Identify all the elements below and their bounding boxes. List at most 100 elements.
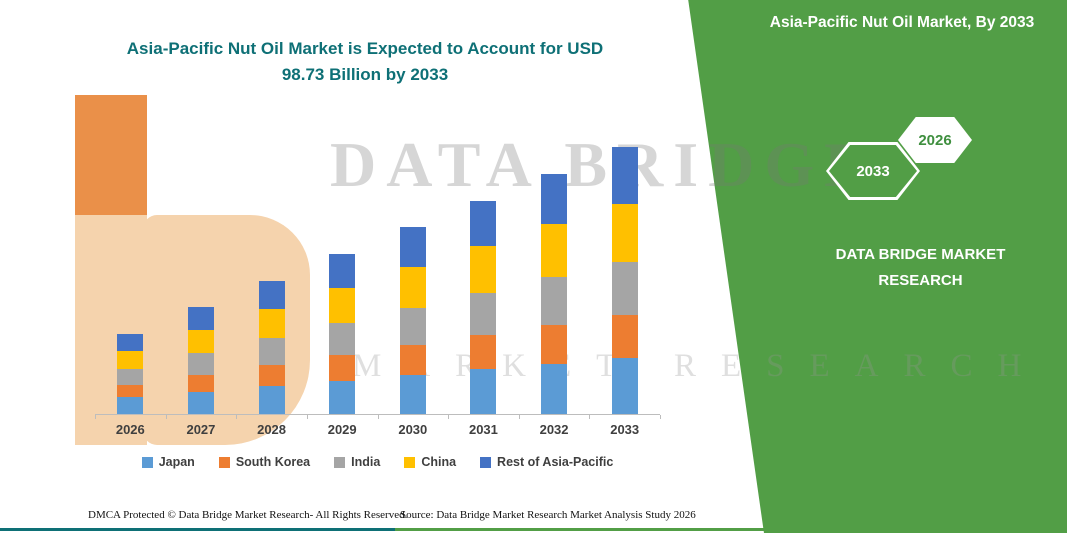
bar-column-2031 [448,145,519,414]
bar-segment-japan [541,363,568,414]
brand-line2: RESEARCH [878,272,963,290]
axis-tick [377,415,379,419]
chart-legend: Japan South Korea India China Rest of Asia-P… [80,455,675,469]
bar-segment-south-korea [117,384,144,398]
bar-segment-south-korea [258,364,285,386]
hexagon-fill [901,120,969,160]
bar-segment-south-korea [399,344,426,375]
brand-line1: DATA BRIDGE MARKET [835,246,1006,263]
bar-column-2032 [519,145,590,414]
bar-segment-india [470,292,497,336]
axis-tick [236,415,238,419]
bar-segment-rest-of-asia-pacific [611,147,638,204]
x-axis-label: 2026 [115,422,145,437]
bar-segment-china [187,329,214,354]
x-axis-label: 2033 [610,422,640,437]
axis-tick [518,415,520,419]
chart-title: Asia-Pacific Nut Oil Market is Expected … [126,39,604,85]
x-axis-label: 2027 [186,422,216,437]
bar-column-2033 [589,145,660,414]
bar-column-2029 [307,145,378,414]
bar-segment-south-korea [541,325,568,364]
bar-segment-rest-of-asia-pacific [399,227,426,267]
bar-segment-india [187,353,214,375]
x-axis-label: 2032 [539,422,569,437]
banner-title: Asia-Pacific Nut Oil Market, By 2033 [769,14,1035,31]
stacked-bar [470,200,497,414]
stacked-bar [117,334,144,414]
legend-item: South Korea [218,455,311,469]
bar-segment-rest-of-asia-pacific [541,174,568,225]
bar-segment-rest-of-asia-pacific [329,254,356,288]
bar-segment-rest-of-asia-pacific [187,307,214,330]
dmca-notice: DMCA Protected © Data Bridge Market Rese… [88,509,408,521]
bar-segment-south-korea [329,354,356,381]
bar-segment-japan [117,397,144,414]
hexagon-badge-2026: 2026 [898,117,972,163]
hexagon-year-label: 2033 [856,162,890,180]
bar-segment-india [399,307,426,345]
bar-segment-japan [187,391,214,414]
legend-label: Japan [158,455,195,469]
bar-segment-india [117,368,144,385]
axis-tick [95,415,96,419]
bottom-accent-line [0,528,1067,531]
bar-segment-india [258,337,285,365]
stacked-bar [399,227,426,414]
legend-swatch-icon [334,456,346,468]
chart-plot-area [95,145,661,419]
stacked-bar [258,280,285,414]
bar-segment-china [611,203,638,263]
source-note: Source: Data Bridge Market Research Mark… [400,509,696,521]
x-axis-label: 2029 [327,422,357,437]
bar-segment-japan [258,385,285,414]
bar-segment-china [541,224,568,278]
legend-swatch-icon [141,456,153,468]
hexagon-year-label: 2026 [918,131,952,149]
hexagon-fill [829,145,917,197]
bar-segment-rest-of-asia-pacific [258,280,285,309]
legend-label: South Korea [235,455,311,469]
logo-stem-top-shape [75,95,147,215]
legend-item: India [334,455,380,469]
bar-column-2026 [95,145,166,414]
legend-label: Rest of Asia-Pacific [497,455,614,469]
brand-name: DATA BRIDGE MARKET RESEARCH [788,242,1053,295]
watermark-text-line2: MARKET RESEARCH [352,348,1047,384]
watermark-text-line1: DATA BRIDGE [330,129,877,200]
legend-item: China [404,455,456,469]
axis-tick [306,415,308,419]
bar-segment-china [329,287,356,323]
stacked-bar [329,254,356,414]
bar-segment-south-korea [611,315,638,359]
axis-tick [448,415,450,419]
legend-swatch-icon [218,456,230,468]
bar-column-2027 [166,145,237,414]
bar-segment-india [329,322,356,355]
x-axis: 2026 2027 2028 2029 2030 2031 2032 2033 [95,422,660,437]
legend-item: Japan [141,455,195,469]
bar-column-2030 [378,145,449,414]
bar-segment-japan [399,374,426,414]
bar-segment-japan [611,358,638,414]
bar-segment-india [611,262,638,316]
stacked-bar [611,147,638,414]
axis-tick [589,415,591,419]
bar-segment-china [117,351,144,369]
legend-item: Rest of Asia-Pacific [480,455,613,469]
legend-label: China [421,455,457,469]
axis-tick [165,415,167,419]
bar-segment-china [258,308,285,338]
stacked-bar [541,174,568,414]
legend-swatch-icon [480,456,492,468]
bars-container [95,145,660,414]
bottom-line-teal-segment [0,528,395,531]
bar-segment-japan [470,369,497,414]
bar-segment-japan [329,380,356,414]
bar-segment-rest-of-asia-pacific [470,200,497,246]
hexagon-badge-2033: 2033 [826,142,920,200]
bar-segment-south-korea [470,335,497,370]
x-axis-label: 2030 [398,422,428,437]
